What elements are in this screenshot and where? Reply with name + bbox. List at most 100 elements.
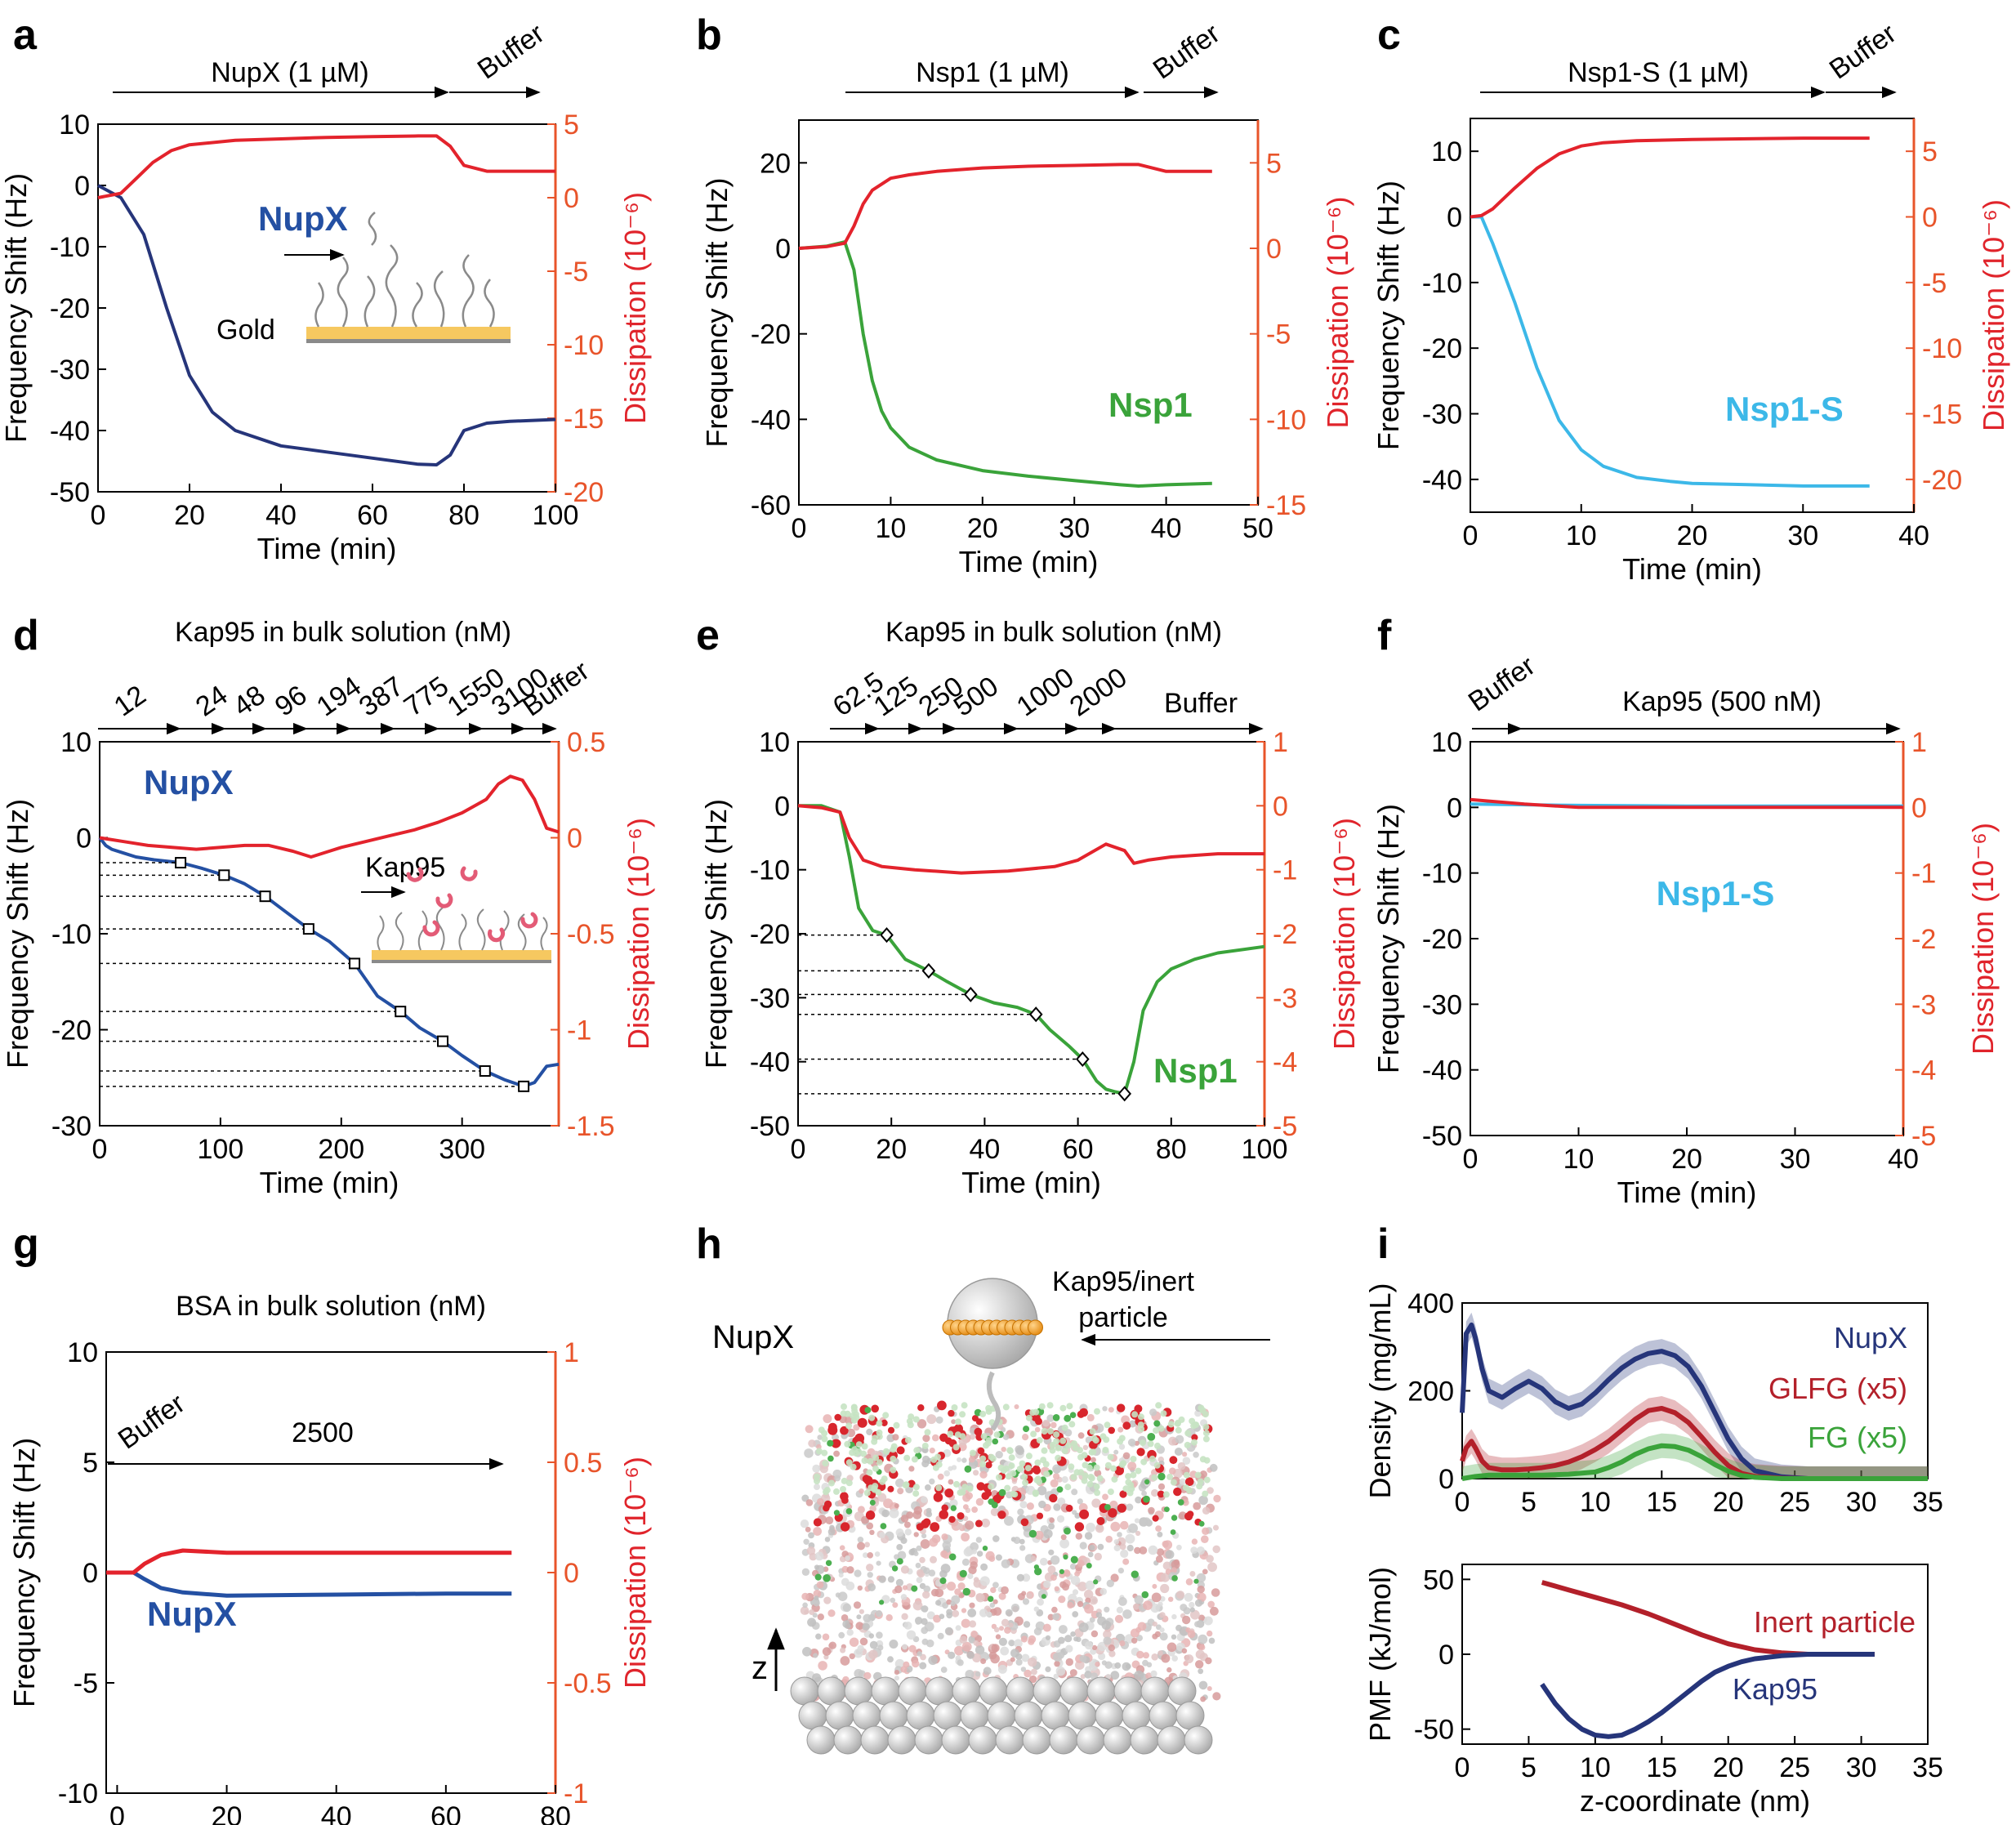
polymer-bead	[863, 1671, 872, 1680]
polymer-bead	[1010, 1649, 1019, 1658]
polymer-bead	[1195, 1660, 1204, 1669]
fg-bead	[880, 1523, 887, 1529]
protein-label: Nsp1	[1108, 386, 1193, 424]
fg-bead	[1034, 1568, 1042, 1576]
polymer-bead	[988, 1555, 996, 1562]
y-tick-label: -60	[751, 490, 791, 521]
polymer-bead	[818, 1661, 827, 1671]
kap95-molecules	[406, 866, 538, 943]
polymer-bead	[1001, 1586, 1009, 1595]
surface-bead	[925, 1676, 954, 1706]
y-axis-label: Frequency Shift (Hz)	[7, 1438, 41, 1707]
polymer-bead	[998, 1592, 1006, 1600]
polymer-bead	[1075, 1533, 1083, 1540]
polymer-bead-top	[961, 1402, 968, 1409]
fg-bead	[948, 1553, 957, 1561]
polymer-bead-top	[912, 1490, 920, 1497]
buffer-label: Buffer	[472, 18, 551, 86]
polymer-bead	[1206, 1487, 1214, 1494]
polymer-bead	[963, 1547, 973, 1557]
polymer-bead	[1185, 1578, 1193, 1586]
polymer-bead	[1072, 1589, 1079, 1595]
glfg-bead	[1157, 1490, 1165, 1498]
y2-tick-label: -5	[564, 257, 588, 288]
concentration-label: 1000	[1011, 662, 1080, 723]
glfg-bead	[953, 1424, 963, 1434]
polymer-bead	[993, 1626, 1000, 1633]
plateau-marker	[437, 1035, 449, 1047]
polymer-bead	[1062, 1583, 1069, 1591]
polymer-bead	[863, 1613, 872, 1623]
polymer-bead	[1064, 1570, 1071, 1577]
glfg-bead	[1119, 1490, 1127, 1498]
glfg-bead	[832, 1439, 841, 1448]
fg-bead	[959, 1569, 967, 1577]
polymer-bead	[1157, 1601, 1163, 1607]
polymer-bead-top	[1061, 1448, 1068, 1455]
polymer-bead-top	[875, 1488, 882, 1496]
polymer-bead-top	[821, 1449, 828, 1457]
polymer-bead	[1181, 1648, 1188, 1654]
polymer-bead	[859, 1637, 868, 1646]
surface-bead	[914, 1725, 943, 1755]
polymer-bead-top	[1006, 1447, 1014, 1454]
polymer-bead-top	[1030, 1430, 1037, 1438]
polymer-bead-top	[821, 1435, 828, 1443]
polymer-bead-top	[957, 1489, 964, 1497]
polymer-bead-top	[1038, 1403, 1046, 1410]
polymer-bead	[950, 1600, 956, 1607]
glfg-bead	[857, 1417, 868, 1428]
surface-bead	[1059, 1676, 1089, 1706]
polymer-bead	[825, 1516, 834, 1524]
plot-frame	[798, 119, 1259, 506]
gold-surface	[306, 327, 511, 341]
particle-label-line2: particle	[1078, 1302, 1168, 1333]
y-tick-label: -10	[1422, 268, 1462, 299]
polymer-bead-top	[1081, 1452, 1088, 1459]
polymer-bead	[935, 1600, 942, 1606]
chart-title: Kap95 in bulk solution (nM)	[885, 617, 1222, 648]
glfg-bead	[1169, 1456, 1178, 1465]
x-tick-label: 60	[357, 500, 388, 531]
polymer-bead	[869, 1640, 878, 1649]
glfg-bead	[862, 1475, 871, 1484]
polymer-bead	[975, 1497, 984, 1506]
polymer-bead	[1210, 1606, 1219, 1616]
polymer-bead	[1008, 1640, 1015, 1647]
polymer-bead	[846, 1629, 854, 1636]
plateau-marker	[349, 957, 361, 970]
polymer-bead	[1193, 1452, 1199, 1458]
polymer-bead	[887, 1656, 894, 1663]
polymer-bead	[853, 1424, 860, 1431]
polymer-bead-top	[876, 1459, 883, 1466]
polymer-bead	[1069, 1563, 1077, 1570]
protein-label: NupX	[144, 763, 234, 801]
polymer-bead	[805, 1425, 814, 1434]
polymer-bead-top	[1041, 1428, 1048, 1435]
polymer-bead	[1028, 1657, 1037, 1667]
polymer-bead	[1053, 1503, 1061, 1511]
polymer-bead	[1206, 1630, 1213, 1637]
polymer-bead	[971, 1549, 978, 1555]
polymer-bead	[1061, 1476, 1068, 1484]
polymer-bead	[814, 1564, 820, 1570]
polymer-bead	[1022, 1573, 1031, 1582]
polymer-bead	[1077, 1432, 1085, 1439]
glfg-bead	[948, 1409, 955, 1417]
polymer-bead	[916, 1577, 923, 1583]
y2-tick-label: 0	[1922, 203, 1938, 234]
glfg-bead	[908, 1479, 916, 1488]
polymer-bead	[969, 1602, 975, 1609]
polymer-bead	[1119, 1543, 1126, 1551]
y-tick-label: -10	[1422, 859, 1462, 890]
polymer-bead	[937, 1632, 944, 1640]
y2-tick-label: 0	[1273, 791, 1288, 822]
polymer-bead-top	[913, 1447, 921, 1454]
glfg-bead	[1020, 1518, 1029, 1527]
polymer-bead-top	[902, 1482, 909, 1489]
polymer-bead	[1166, 1667, 1172, 1673]
polymer-bead-top	[1046, 1402, 1054, 1409]
y2-tick-label: 0	[1266, 234, 1282, 265]
polymer-bead-top	[1068, 1421, 1076, 1428]
polymer-bead-top	[1040, 1457, 1047, 1464]
